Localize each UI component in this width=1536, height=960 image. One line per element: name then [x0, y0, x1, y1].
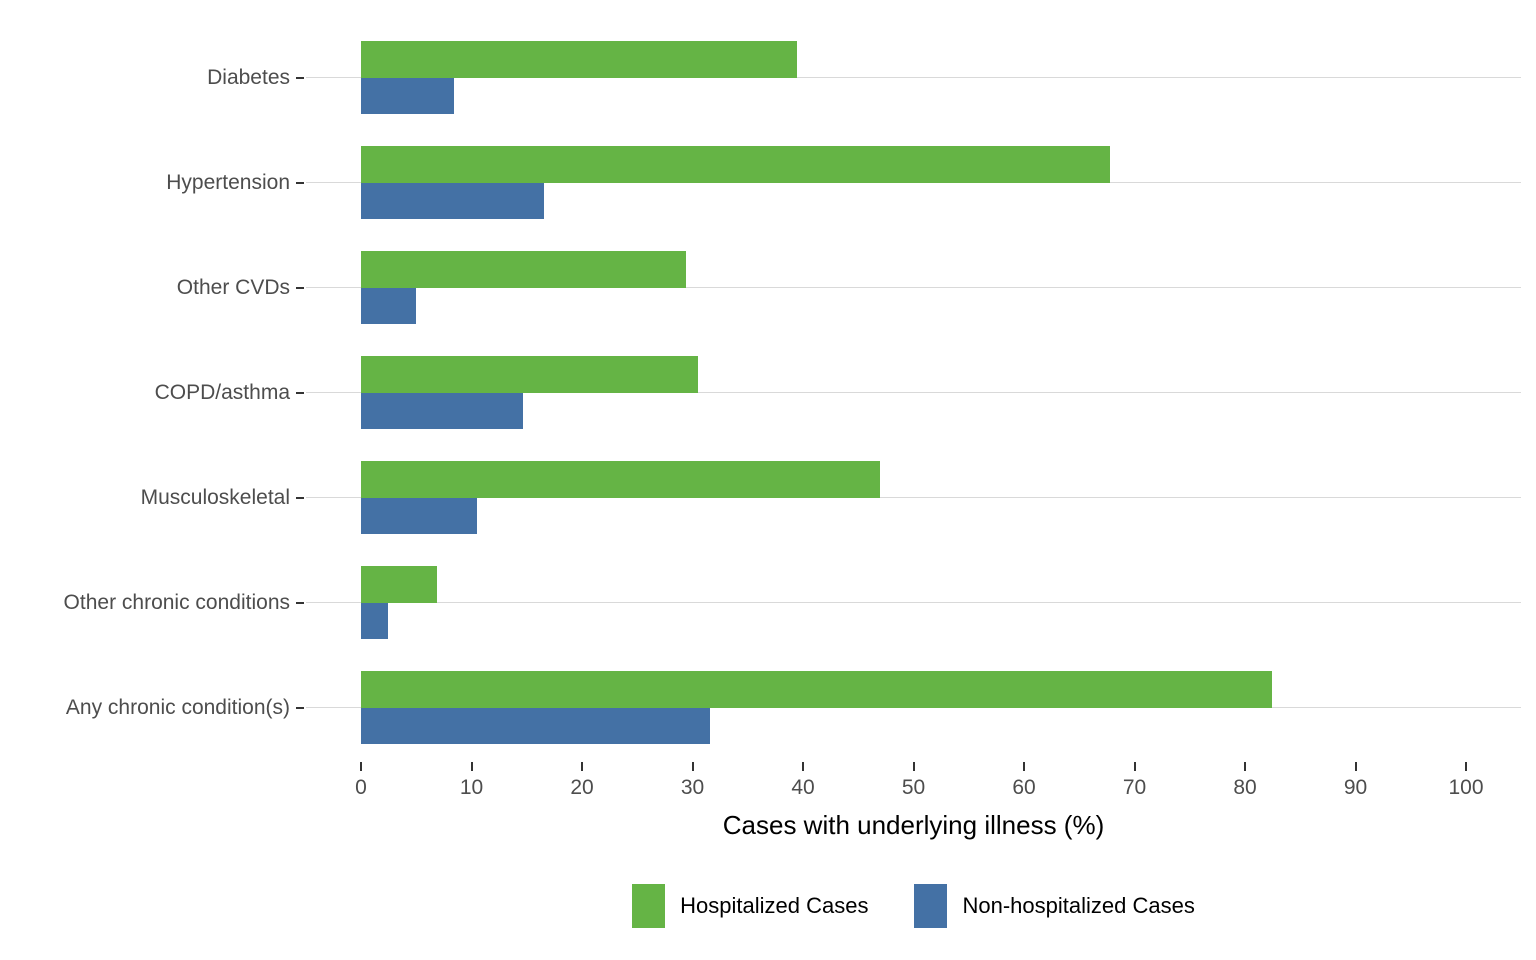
bar-non-hospitalized-cases-diabetes	[361, 78, 454, 114]
x-tick-label: 60	[1012, 776, 1036, 799]
y-tick-mark	[296, 287, 304, 289]
category-label-other-chronic-conditions: Other chronic conditions	[63, 591, 290, 614]
x-tick-label: 0	[355, 776, 367, 799]
y-tick-mark	[296, 182, 304, 184]
bar-hospitalized-cases-other-cvds	[361, 251, 686, 288]
x-tick-mark	[1244, 762, 1246, 771]
bar-hospitalized-cases-other-chronic-conditions	[361, 566, 438, 603]
legend-key-swatch	[914, 884, 948, 928]
x-tick-mark	[802, 762, 804, 771]
legend-item-non-hospitalized-cases: Non-hospitalized Cases	[914, 884, 1195, 928]
x-tick-mark	[470, 762, 473, 771]
y-tick-mark	[296, 392, 304, 394]
bar-hospitalized-cases-hypertension	[361, 146, 1111, 183]
bar-hospitalized-cases-diabetes	[361, 41, 798, 78]
legend-label: Non-hospitalized Cases	[962, 893, 1195, 918]
x-tick-label: 80	[1233, 776, 1257, 799]
bar-non-hospitalized-cases-any-chronic-condition-s	[361, 708, 711, 744]
x-tick-label: 20	[570, 776, 594, 799]
x-tick-label: 40	[791, 776, 815, 799]
bar-non-hospitalized-cases-other-cvds	[361, 288, 417, 324]
bar-hospitalized-cases-any-chronic-condition-s	[361, 671, 1272, 708]
legend: Hospitalized Cases Non-hospitalized Cases	[306, 882, 1521, 930]
x-tick-label: 50	[901, 776, 926, 799]
bar-non-hospitalized-cases-other-chronic-conditions	[361, 603, 388, 639]
plot-panel	[306, 0, 1521, 762]
x-axis-title: Cases with underlying illness (%)	[722, 810, 1105, 840]
x-tick-label: 100	[1448, 776, 1484, 799]
category-gridline	[306, 77, 1521, 78]
x-tick-label: 70	[1122, 776, 1147, 799]
category-label-copd-asthma: COPD/asthma	[154, 381, 290, 404]
bar-hospitalized-cases-copd-asthma	[361, 356, 699, 393]
category-gridline	[306, 392, 1521, 393]
x-tick-mark	[360, 762, 362, 771]
legend-item-hospitalized-cases: Hospitalized Cases	[632, 884, 868, 928]
category-gridline	[306, 287, 1521, 288]
x-tick-mark	[581, 762, 583, 771]
x-tick-label: 30	[680, 776, 705, 799]
x-tick-label: 90	[1343, 776, 1368, 799]
category-label-any-chronic-condition-s: Any chronic condition(s)	[65, 696, 290, 719]
category-gridline	[306, 497, 1521, 498]
x-tick-mark	[1354, 762, 1357, 771]
bar-hospitalized-cases-musculoskeletal	[361, 461, 881, 498]
x-tick-label: 10	[459, 776, 484, 799]
category-gridline	[306, 602, 1521, 603]
legend-key-swatch	[632, 884, 666, 928]
x-tick-mark	[691, 762, 694, 771]
bar-non-hospitalized-cases-musculoskeletal	[361, 498, 478, 534]
x-tick-mark	[1133, 762, 1136, 771]
bar-non-hospitalized-cases-hypertension	[361, 183, 545, 219]
y-tick-mark	[296, 497, 304, 499]
category-label-musculoskeletal: Musculoskeletal	[140, 486, 290, 509]
x-tick-mark	[912, 762, 915, 771]
y-tick-mark	[296, 707, 304, 709]
legend-label: Hospitalized Cases	[680, 893, 869, 918]
x-tick-mark	[1023, 762, 1025, 771]
bar-non-hospitalized-cases-copd-asthma	[361, 393, 524, 429]
category-label-hypertension: Hypertension	[166, 171, 290, 194]
category-label-diabetes: Diabetes	[207, 66, 290, 89]
category-label-other-cvds: Other CVDs	[176, 276, 290, 299]
y-tick-mark	[296, 77, 304, 79]
y-tick-mark	[296, 602, 304, 604]
x-tick-mark	[1465, 762, 1467, 771]
